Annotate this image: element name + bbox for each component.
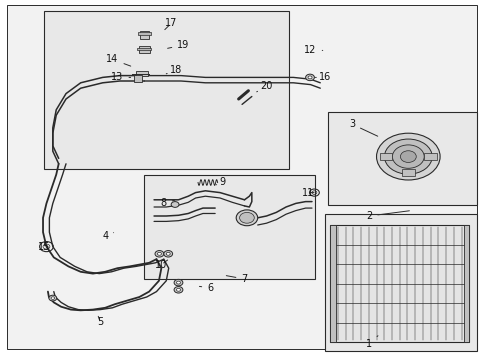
Circle shape (155, 251, 163, 257)
Circle shape (171, 202, 179, 207)
Text: 5: 5 (97, 316, 103, 327)
Text: 20: 20 (256, 81, 272, 92)
Text: 14: 14 (106, 54, 130, 66)
Bar (379, 153, 391, 160)
Circle shape (174, 279, 183, 286)
Circle shape (174, 287, 183, 293)
Circle shape (400, 151, 415, 162)
Circle shape (376, 133, 439, 180)
Text: 4: 4 (102, 231, 113, 241)
Text: 9: 9 (216, 177, 225, 187)
Text: 1: 1 (366, 336, 377, 349)
Text: 17: 17 (164, 18, 177, 30)
Bar (401, 170, 414, 176)
Bar (136, 71, 147, 76)
Text: 13: 13 (111, 72, 130, 82)
Circle shape (176, 281, 180, 284)
Circle shape (51, 297, 55, 300)
Circle shape (391, 145, 423, 168)
Circle shape (305, 74, 314, 81)
Circle shape (236, 210, 257, 226)
Bar (140, 31, 148, 39)
Bar (134, 75, 142, 82)
Bar (137, 48, 151, 50)
Circle shape (163, 251, 172, 257)
Bar (139, 46, 149, 53)
Circle shape (176, 288, 180, 291)
Text: 16: 16 (315, 72, 331, 82)
Circle shape (166, 252, 170, 255)
Bar (138, 32, 150, 35)
Circle shape (239, 212, 254, 223)
Text: 6: 6 (199, 283, 213, 293)
Bar (463, 225, 468, 342)
Text: 2: 2 (366, 211, 408, 221)
Text: 3: 3 (348, 119, 377, 136)
Text: 18: 18 (166, 65, 182, 75)
Text: 19: 19 (167, 40, 189, 50)
Bar (44, 11, 288, 169)
Text: 15: 15 (38, 242, 50, 252)
Text: 12: 12 (304, 45, 322, 55)
Text: 8: 8 (161, 198, 174, 208)
Text: 7: 7 (226, 274, 247, 284)
Text: 10: 10 (155, 260, 167, 270)
Circle shape (49, 295, 57, 301)
Bar (325, 214, 476, 351)
Bar (327, 112, 476, 205)
Bar (329, 225, 468, 342)
Circle shape (384, 139, 431, 174)
Circle shape (307, 76, 311, 79)
Bar (144, 175, 315, 279)
Bar (329, 225, 335, 342)
Text: 11: 11 (301, 188, 314, 198)
Bar (423, 153, 436, 160)
Circle shape (157, 252, 161, 255)
